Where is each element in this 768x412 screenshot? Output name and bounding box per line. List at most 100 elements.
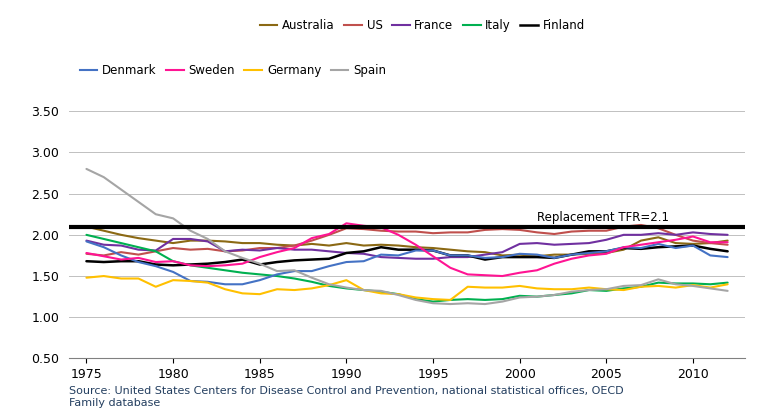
Australia (463, 249, 472, 254)
Finland (429, 248, 438, 253)
US (706, 241, 715, 246)
Germany (117, 276, 126, 281)
France (550, 242, 559, 247)
France (220, 249, 230, 254)
France (290, 247, 299, 252)
Sweden (532, 268, 541, 273)
Germany (481, 285, 490, 290)
Denmark (186, 279, 195, 283)
Italy (307, 279, 316, 284)
Italy (445, 297, 455, 302)
France (342, 250, 351, 255)
Denmark (394, 253, 403, 258)
Germany (654, 283, 663, 288)
Italy (481, 297, 490, 302)
Sweden (706, 240, 715, 245)
Denmark (550, 255, 559, 260)
Italy (429, 299, 438, 304)
Finland (290, 258, 299, 263)
Germany (411, 295, 420, 300)
Denmark (637, 246, 646, 250)
France (186, 236, 195, 241)
US (151, 249, 161, 254)
France (376, 255, 386, 260)
Legend: Australia, US, France, Italy, Finland: Australia, US, France, Italy, Finland (255, 14, 590, 37)
Australia (273, 242, 282, 247)
US (601, 228, 611, 233)
Australia (723, 238, 732, 243)
Australia (481, 250, 490, 255)
US (481, 227, 490, 232)
Germany (723, 282, 732, 287)
Sweden (290, 246, 299, 250)
Finland (151, 262, 161, 267)
Italy (671, 281, 680, 286)
US (117, 250, 126, 255)
Sweden (204, 264, 213, 269)
Australia (445, 247, 455, 252)
Italy (688, 281, 697, 286)
Germany (394, 292, 403, 297)
Denmark (723, 255, 732, 260)
Spain (567, 289, 576, 294)
France (481, 252, 490, 257)
Italy (601, 288, 611, 293)
Germany (532, 286, 541, 291)
Germany (429, 297, 438, 302)
Spain (117, 187, 126, 192)
Finland (498, 255, 507, 260)
Denmark (688, 243, 697, 248)
France (273, 246, 282, 250)
Denmark (204, 279, 213, 284)
France (429, 256, 438, 261)
Denmark (324, 264, 333, 269)
Spain (706, 286, 715, 291)
Italy (550, 293, 559, 297)
Australia (654, 235, 663, 240)
Germany (376, 291, 386, 296)
Germany (290, 288, 299, 293)
Finland (99, 260, 108, 265)
Australia (619, 247, 628, 252)
Denmark (99, 245, 108, 250)
France (445, 255, 455, 260)
Italy (654, 280, 663, 285)
Australia (429, 246, 438, 250)
Australia (342, 241, 351, 246)
Spain (82, 166, 91, 171)
Finland (723, 249, 732, 254)
Australia (567, 252, 576, 257)
Sweden (394, 232, 403, 237)
US (567, 229, 576, 234)
France (584, 241, 594, 246)
Finland (567, 252, 576, 257)
Sweden (498, 274, 507, 279)
Italy (619, 286, 628, 291)
Germany (151, 284, 161, 289)
Sweden (445, 265, 455, 270)
Italy (723, 280, 732, 285)
Finland (445, 253, 455, 258)
Italy (498, 297, 507, 302)
France (99, 242, 108, 247)
France (601, 237, 611, 242)
Australia (688, 241, 697, 246)
France (637, 232, 646, 237)
Finland (637, 246, 646, 251)
Finland (342, 250, 351, 255)
Australia (532, 254, 541, 259)
Finland (82, 259, 91, 264)
Italy (220, 268, 230, 273)
Finland (255, 262, 264, 267)
Spain (307, 275, 316, 280)
France (168, 236, 177, 241)
Germany (584, 285, 594, 290)
Australia (204, 238, 213, 243)
France (671, 232, 680, 237)
Germany (445, 297, 455, 302)
US (445, 230, 455, 235)
US (723, 242, 732, 247)
Spain (376, 288, 386, 293)
US (550, 232, 559, 236)
Sweden (359, 223, 369, 228)
